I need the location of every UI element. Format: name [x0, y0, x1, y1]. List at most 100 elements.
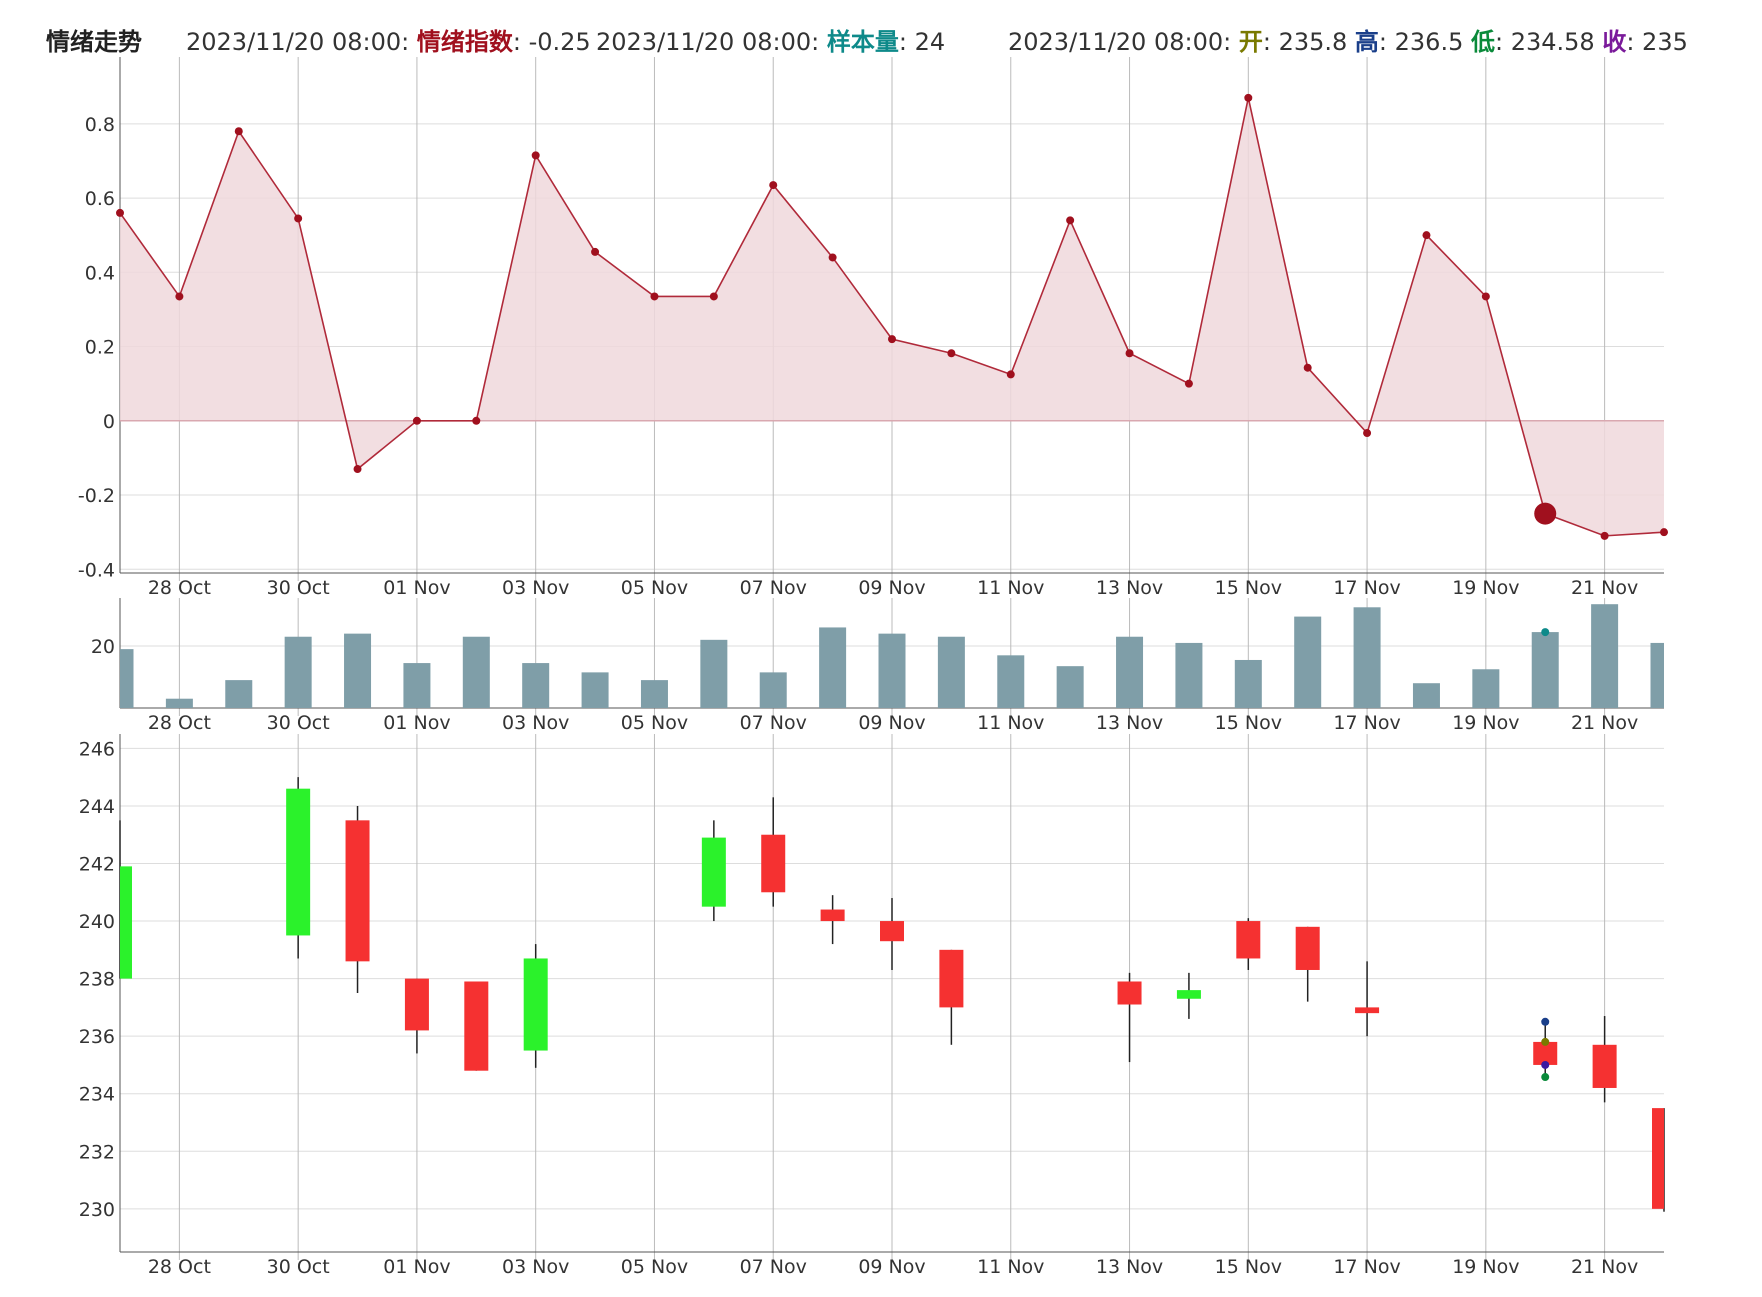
- candle-body: [939, 949, 964, 1008]
- sentiment-point: [1422, 231, 1431, 240]
- sample-bar: [522, 663, 550, 708]
- sentiment-point: [472, 416, 481, 425]
- sample-bar: [344, 633, 372, 708]
- y-tick-label: 236: [79, 1026, 115, 1048]
- y-tick-label: 240: [79, 911, 115, 933]
- close-value: : 235: [1626, 28, 1688, 56]
- sentiment-point: [709, 292, 718, 301]
- x-tick-label: 05 Nov: [621, 1256, 688, 1278]
- sample-bar: [1531, 632, 1559, 708]
- sentiment-point: [1660, 528, 1668, 537]
- x-tick-label: 03 Nov: [502, 1256, 569, 1278]
- x-tick-label: 19 Nov: [1452, 712, 1519, 734]
- sentiment-point: [1244, 93, 1253, 102]
- sentiment-point: [650, 292, 659, 301]
- x-tick-label: 30 Oct: [267, 1256, 330, 1278]
- sentiment-point: [769, 181, 778, 190]
- chart-header: 情绪走势 2023/11/20 08:00: 情绪指数: -0.25 2023/…: [0, 14, 1762, 58]
- sentiment-point: [591, 247, 600, 256]
- sample-bar: [700, 639, 728, 708]
- low-value: : 234.58: [1494, 28, 1595, 56]
- sample-bar: [403, 663, 431, 708]
- candle-body: [345, 820, 370, 962]
- sample-time: 2023/11/20 08:00:: [596, 28, 820, 56]
- sentiment-readout: 2023/11/20 08:00: 情绪指数: -0.25: [186, 22, 591, 57]
- sample-bar: [1116, 636, 1144, 708]
- sentiment-point: [412, 416, 421, 425]
- x-tick-label: 19 Nov: [1452, 1256, 1519, 1278]
- sentiment-point: [1481, 292, 1490, 301]
- x-tick-label: 15 Nov: [1215, 712, 1282, 734]
- sentiment-point: [1303, 363, 1312, 372]
- sample-bar: [640, 680, 668, 708]
- x-tick-label: 01 Nov: [383, 1256, 450, 1278]
- x-tick-label: 15 Nov: [1215, 577, 1282, 599]
- sentiment-point: [947, 349, 956, 358]
- open-value: : 235.8: [1262, 28, 1348, 56]
- y-tick-label: 0: [103, 411, 115, 433]
- x-tick-label: 09 Nov: [858, 1256, 925, 1278]
- sample-bar: [284, 636, 312, 708]
- x-tick-label: 13 Nov: [1096, 1256, 1163, 1278]
- sample-bar: [165, 698, 193, 708]
- sentiment-point: [1066, 216, 1075, 225]
- sentiment-point: [1600, 531, 1609, 540]
- ohlc-readout: 2023/11/20 08:00: 开: 235.8 高: 236.5 低: 2…: [1008, 22, 1688, 57]
- x-tick-label: 11 Nov: [977, 712, 1044, 734]
- x-tick-label: 07 Nov: [740, 712, 807, 734]
- x-tick-label: 07 Nov: [740, 577, 807, 599]
- x-tick-label: 01 Nov: [383, 577, 450, 599]
- y-tick-label: -0.2: [78, 485, 115, 507]
- x-tick-label: 11 Nov: [977, 577, 1044, 599]
- candle-body: [1295, 926, 1320, 970]
- sample-bar: [937, 636, 965, 708]
- candle-body: [1652, 1108, 1664, 1209]
- y-tick-label: 246: [79, 738, 115, 760]
- close-marker: [1541, 1060, 1550, 1069]
- close-label: 收: [1602, 28, 1627, 56]
- sentiment-point: [888, 335, 896, 344]
- y-tick-label: 0.6: [85, 188, 115, 210]
- x-tick-label: 30 Oct: [267, 712, 330, 734]
- open-marker: [1541, 1037, 1550, 1046]
- sentiment-point: [1363, 429, 1372, 438]
- y-tick-label: 0.4: [85, 262, 115, 284]
- candle-body: [464, 981, 489, 1071]
- sentiment-point: [353, 465, 362, 474]
- x-tick-label: 21 Nov: [1571, 1256, 1638, 1278]
- x-tick-label: 21 Nov: [1571, 712, 1638, 734]
- sample-bar: [997, 655, 1025, 708]
- y-tick-label: 0.8: [85, 114, 115, 136]
- candle-body: [1355, 1007, 1380, 1014]
- x-tick-label: 28 Oct: [148, 712, 211, 734]
- sample-bar: [1650, 642, 1664, 708]
- sentiment-point: [531, 151, 540, 160]
- sentiment-point: [828, 253, 837, 262]
- y-tick-label: 244: [79, 796, 115, 818]
- x-tick-label: 11 Nov: [977, 1256, 1044, 1278]
- candle-body: [404, 978, 429, 1031]
- x-tick-label: 21 Nov: [1571, 577, 1638, 599]
- sample-highlight-dot: [1541, 628, 1550, 637]
- x-tick-label: 28 Oct: [148, 577, 211, 599]
- x-tick-label: 28 Oct: [148, 1256, 211, 1278]
- sentiment-point: [234, 127, 243, 136]
- high-label: 高: [1354, 28, 1379, 56]
- sample-bar: [1294, 616, 1322, 708]
- x-tick-label: 07 Nov: [740, 1256, 807, 1278]
- candle-body: [1236, 921, 1261, 959]
- sample-bar: [581, 672, 609, 708]
- low-label: 低: [1470, 28, 1495, 56]
- y-tick-label: 230: [79, 1199, 115, 1221]
- sentiment-label: 情绪指数: [416, 28, 513, 56]
- candle-body: [761, 834, 786, 893]
- sentiment-point: [294, 214, 303, 223]
- highlight-point: [1534, 502, 1557, 525]
- sample-bar: [819, 627, 847, 708]
- x-tick-label: 19 Nov: [1452, 577, 1519, 599]
- x-tick-label: 13 Nov: [1096, 577, 1163, 599]
- sample-bar: [1056, 666, 1084, 708]
- x-tick-label: 01 Nov: [383, 712, 450, 734]
- sample-bar: [120, 649, 134, 708]
